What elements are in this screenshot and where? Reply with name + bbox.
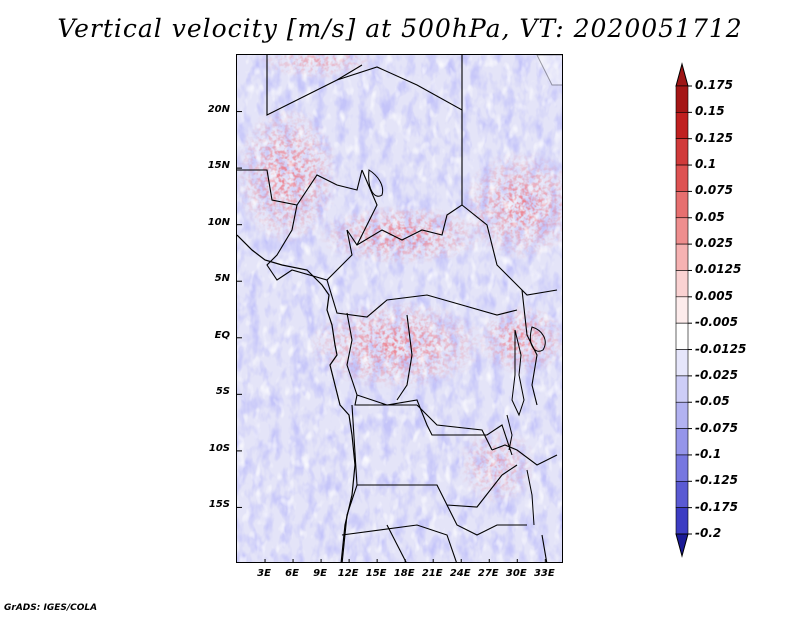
lon-tick-label: 3E [257, 568, 271, 579]
red-sea [536, 55, 562, 86]
lon-tick-label: 6E [285, 568, 299, 579]
lon-tick-label: 27E [477, 568, 499, 579]
lakes [368, 169, 546, 526]
colorbar-swatch [675, 401, 689, 429]
colorbar-swatch [675, 138, 689, 166]
lon-tick-label: 24E [449, 568, 471, 579]
colorbar-level-label: -0.2 [695, 526, 722, 540]
lon-tick-label: 9E [313, 568, 327, 579]
colorbar-swatch [675, 85, 689, 113]
vertical-velocity-field [237, 55, 562, 562]
colorbar-swatch [675, 375, 689, 403]
lon-tick-label: 33E [533, 568, 555, 579]
colorbar-swatch [675, 322, 689, 350]
political-boundaries [237, 55, 558, 562]
map-title: Vertical velocity [m/s] at 500hPa, VT: 2… [57, 14, 743, 43]
colorbar-swatch [675, 243, 689, 271]
lon-tick-label: 21E [421, 568, 443, 579]
colorbar-level-label: 0.15 [695, 104, 725, 119]
lat-tick-label: 10S [208, 442, 230, 454]
colorbar-swatch [675, 270, 689, 298]
colorbar-level-label: 0.05 [695, 209, 725, 224]
colorbar-max-arrow [675, 62, 689, 87]
map-panel [236, 54, 563, 563]
colorbar-level-label: 0.175 [695, 78, 733, 92]
lat-tick-label: 20N [207, 103, 230, 115]
colorbar-level-label: 0.025 [695, 236, 733, 251]
colorbar-level-label: 0.0125 [695, 262, 742, 277]
colorbar-level-label: -0.025 [695, 367, 738, 382]
coastline [237, 234, 356, 562]
lon-tick-label: 15E [365, 568, 387, 579]
colorbar-swatch [675, 480, 689, 508]
colorbar-swatch [675, 454, 689, 482]
colorbar-level-label: -0.175 [695, 499, 738, 514]
colorbar-level-label: -0.125 [695, 473, 738, 488]
lat-tick-label: EQ [214, 329, 230, 341]
colorbar-swatch [675, 112, 689, 140]
colorbar-swatch [675, 507, 689, 535]
lat-tick-label: 5N [214, 273, 230, 285]
colorbar-min-arrow [675, 533, 689, 558]
colorbar-level-label: -0.075 [695, 420, 738, 435]
lon-tick-label: 12E [337, 568, 359, 579]
colorbar-level-label: -0.1 [695, 446, 722, 461]
lat-tick-label: 5S [215, 386, 230, 398]
colorbar-swatch [675, 428, 689, 456]
colorbar-level-label: 0.1 [695, 157, 717, 172]
colorbar-level-label: 0.075 [695, 183, 733, 198]
colorbar-swatch [675, 164, 689, 192]
colorbar-swatch [675, 296, 689, 324]
colorbar-level-label: -0.005 [695, 315, 738, 330]
lat-tick-label: 15N [207, 160, 230, 172]
lon-tick-label: 30E [505, 568, 527, 579]
colorbar-swatch [675, 217, 689, 245]
colorbar-swatch [675, 349, 689, 377]
colorbar-level-label: 0.005 [695, 288, 733, 303]
colorbar-level-label: -0.05 [695, 394, 730, 409]
colorbar-level-label: -0.0125 [695, 341, 747, 356]
near-zero-field [237, 55, 562, 562]
colorbar-level-label: 0.125 [695, 130, 733, 145]
footer-credit: GrADS: IGES/COLA [4, 603, 98, 613]
lon-tick-label: 18E [393, 568, 415, 579]
colorbar-swatch [675, 191, 689, 219]
lat-tick-label: 15S [208, 499, 230, 511]
lat-tick-label: 10N [207, 216, 230, 228]
